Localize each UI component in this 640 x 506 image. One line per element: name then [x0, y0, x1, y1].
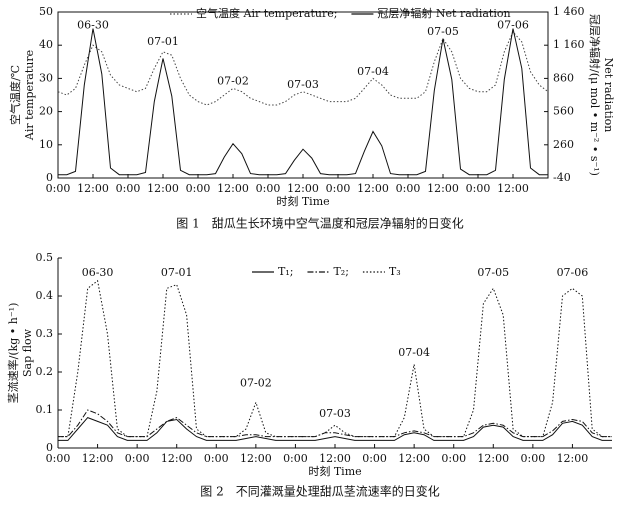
y-axis-label: Sap flow: [21, 328, 34, 377]
x-tick-label: 0:00: [441, 452, 466, 465]
legend-label: T₃: [389, 265, 401, 278]
legend-label: T₁;: [278, 265, 293, 278]
day-label: 07-02: [240, 376, 272, 389]
legend-label: 空气温度 Air temperature;: [196, 6, 337, 20]
x-tick-label: 0:00: [362, 452, 387, 465]
x-axis-label: 时刻 Time: [276, 194, 329, 208]
y-tick-label: 50: [39, 5, 53, 18]
y2-axis-label: 冠层净辐射/(μ mol • m⁻² • s⁻¹): [588, 14, 602, 176]
day-label: 07-05: [477, 266, 509, 279]
day-label: 07-03: [319, 407, 351, 420]
x-tick-label: 0:00: [186, 182, 211, 195]
x-tick-label: 12:00: [217, 182, 249, 195]
x-tick-label: 12:00: [147, 182, 179, 195]
y2-tick-label: -40: [553, 171, 571, 184]
y-axis-label: Air temperature: [23, 50, 36, 141]
x-tick-label: 0:00: [521, 452, 546, 465]
x-tick-label: 12:00: [557, 452, 589, 465]
x-tick-label: 12:00: [398, 452, 430, 465]
legend-label: 冠层净辐射 Net radiation: [377, 6, 510, 20]
x-tick-label: 0:00: [46, 452, 71, 465]
day-label: 07-06: [557, 266, 589, 279]
series-line: [58, 28, 548, 176]
day-label: 07-01: [147, 35, 179, 48]
y-tick-label: 0: [46, 441, 53, 454]
y2-tick-label: 560: [553, 105, 574, 118]
y2-tick-label: 860: [553, 71, 574, 84]
x-tick-label: 12:00: [357, 182, 389, 195]
x-tick-label: 12:00: [161, 452, 193, 465]
series-line: [58, 417, 612, 441]
y2-axis-label: Net radiation: [602, 58, 615, 133]
y-tick-label: 30: [39, 71, 53, 84]
series-line: [57, 30, 549, 106]
y-axis-label: 空气温度/℃: [8, 65, 22, 125]
x-tick-label: 0:00: [396, 182, 421, 195]
y-tick-label: 0: [46, 171, 53, 184]
caption: 图 1 甜瓜生长环境中空气温度和冠层净辐射的日变化: [176, 216, 463, 231]
y-tick-label: 20: [39, 105, 53, 118]
day-label: 07-04: [357, 65, 389, 78]
x-tick-label: 0:00: [116, 182, 141, 195]
x-tick-label: 0:00: [326, 182, 351, 195]
x-tick-label: 12:00: [82, 452, 114, 465]
y-tick-label: 0.3: [36, 327, 54, 340]
x-tick-label: 12:00: [240, 452, 272, 465]
x-tick-label: 12:00: [477, 452, 509, 465]
day-label: 07-03: [287, 78, 319, 91]
x-tick-label: 0:00: [466, 182, 491, 195]
y2-tick-label: 1 460: [553, 5, 585, 18]
x-tick-label: 0:00: [204, 452, 229, 465]
day-label: 07-06: [497, 18, 529, 31]
y-tick-label: 10: [39, 138, 53, 151]
y2-tick-label: 1 160: [553, 38, 585, 51]
day-label: 06-30: [82, 266, 114, 279]
x-tick-label: 0:00: [283, 452, 308, 465]
day-label: 07-04: [398, 346, 430, 359]
x-tick-label: 0:00: [46, 182, 71, 195]
x-tick-label: 12:00: [319, 452, 351, 465]
y-tick-label: 0.2: [36, 365, 54, 378]
x-tick-label: 12:00: [287, 182, 319, 195]
x-tick-label: 12:00: [77, 182, 109, 195]
x-tick-label: 0:00: [125, 452, 150, 465]
y2-tick-label: 260: [553, 138, 574, 151]
series-line: [58, 409, 612, 438]
x-tick-label: 12:00: [497, 182, 529, 195]
day-label: 07-01: [161, 266, 193, 279]
x-axis-label: 时刻 Time: [308, 464, 361, 478]
day-label: 07-05: [427, 25, 459, 38]
y-tick-label: 0.1: [36, 403, 54, 416]
y-tick-label: 40: [39, 38, 53, 51]
y-tick-label: 0.5: [36, 251, 54, 264]
day-label: 07-02: [217, 75, 249, 88]
y-axis-label: 茎流速率/(kg • h⁻¹): [6, 303, 20, 404]
x-tick-label: 0:00: [256, 182, 281, 195]
x-tick-label: 12:00: [427, 182, 459, 195]
day-label: 06-30: [77, 18, 109, 31]
y-tick-label: 0.4: [36, 289, 54, 302]
plot-frame: [57, 11, 549, 179]
caption: 图 2 不同灌溉量处理甜瓜茎流速率的日变化: [200, 484, 439, 499]
legend-label: T₂;: [333, 265, 348, 278]
